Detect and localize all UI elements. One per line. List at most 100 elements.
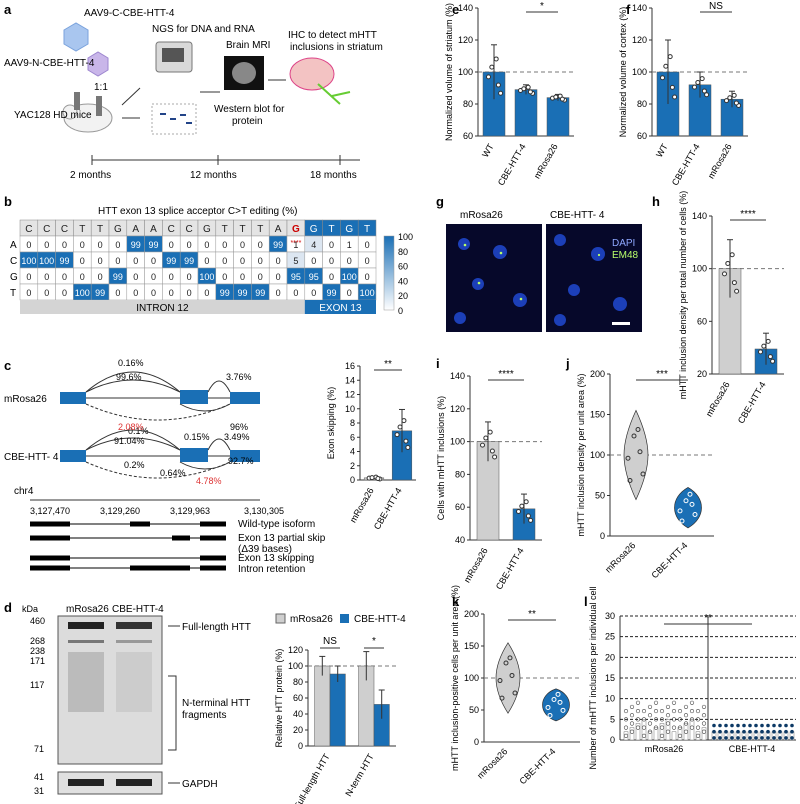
x-tick-label: mRosa26 [706,142,734,180]
y-tick-label: 16 [345,361,355,371]
timeline-2m: 2 months [70,170,111,181]
data-point [766,736,770,740]
y-axis-label: mHTT inclusion density per unit area (%) [576,374,586,537]
panel-e-letter: e [452,2,459,17]
data-point [712,736,716,740]
c-mrosa-label: mRosa26 [4,394,47,405]
seq-base: C [168,224,175,235]
heat-value: 0 [62,288,67,298]
data-point [770,358,776,364]
y-axis-label: Exon skipping (%) [326,387,336,460]
x-tick-label: WT [654,142,670,160]
chart-j: 0 50 100 150 200 mRosa26 CBE-HTT-4 mHTT inclusi… [576,369,714,580]
heat-value: 0 [133,256,138,266]
y-tick-label: 150 [590,410,605,420]
heat-value: 0 [151,288,156,298]
y-axis-label: Normalized volume of cortex (%) [618,7,628,138]
data-point [665,729,671,734]
data-point [405,445,411,451]
data-point [731,92,737,98]
coord-3: 3,129,963 [170,506,210,516]
data-point [516,508,521,514]
c-c-v4: 0.2% [124,460,145,470]
nterm-label: N-terminal HTT [182,698,250,709]
data-point [695,708,701,714]
frag-label: fragments [182,710,226,721]
heat-value: 0 [115,288,120,298]
data-point [790,729,794,734]
chart-h: 20 60 100 140 mRosa26 CBE-HTT-4 mHTT inclusion… [678,191,784,425]
data-point [489,448,495,454]
data-point [667,54,673,60]
heat-value: 0 [115,256,120,266]
iso-partial-sub: (Δ39 bases) [238,544,292,555]
em48-puncta [463,243,601,301]
bar [647,731,653,741]
y-tick-label: 120 [450,404,465,414]
coord-1: 3,127,470 [30,506,70,516]
heat-value: 0 [44,288,49,298]
heat-value: 0 [204,256,209,266]
row-label: G [10,272,18,283]
heat-value: 0 [98,272,103,282]
data-point [730,729,734,734]
iso-wt: Wild-type isoform [238,519,315,530]
data-point [403,438,409,444]
data-point [559,96,565,102]
heat-value: 0 [169,288,174,298]
c-c-v7: 4.78% [196,476,222,486]
colorbar-tick: 60 [398,262,408,272]
heat-value: 0 [151,256,156,266]
violin [542,688,570,722]
heat-stars: **** [290,240,301,247]
sig-label: NS [709,1,723,12]
heat-value: 0 [62,240,67,250]
heat-value: 0 [240,240,245,250]
data-point [659,708,665,714]
y-tick-label: 10 [345,404,355,414]
data-point [727,95,733,101]
seq-base: T [364,224,370,235]
sig-label: * [540,1,544,12]
seq-base: T [239,224,245,235]
data-point [635,717,641,722]
data-point [528,517,534,523]
data-point [486,74,491,80]
data-point [689,501,695,507]
mw-41: 41 [34,772,44,782]
heat-value: 0 [62,272,67,282]
splice-diagram: mRosa26 0.16% 99.6% 3.76% 0.1% 0.15% 96%… [4,358,326,575]
panel-f-letter: f [626,2,631,17]
x-tick-label: CBE-HTT-4 [649,540,689,580]
heat-value: 99 [59,256,69,266]
legend-mrosa: mRosa26 [290,614,333,625]
data-point [748,723,752,728]
bar [329,673,346,747]
colorbar-tick: 100 [398,232,413,242]
g-right-label: CBE-HTT- 4 [550,210,605,221]
data-point [641,708,647,714]
data-point [736,729,740,734]
ihc-label-1: IHC to detect mHTT [288,30,377,41]
em48-label: EM48 [612,250,639,261]
heat-value: 0 [365,256,370,266]
data-point [672,94,678,100]
exon-label: EXON 13 [319,303,362,314]
y-axis-label: Cells with mHTT inclusions (%) [436,396,446,520]
data-point [760,736,764,740]
seq-base: C [185,224,192,235]
heat-value: 0 [276,256,281,266]
seq-base: A [275,224,282,235]
data-point [503,660,509,666]
data-point [635,708,641,714]
y-tick-label: 10 [605,694,615,704]
violin [623,409,649,501]
y-tick-label: 12 [345,390,355,400]
x-tick-label: mRosa26 [704,380,732,418]
data-point [623,725,629,730]
data-point [722,271,727,277]
data-point [689,717,695,722]
mw-171: 171 [30,656,45,666]
kda-label: kDa [22,604,38,614]
c-c-v6: 92.7% [228,456,254,466]
